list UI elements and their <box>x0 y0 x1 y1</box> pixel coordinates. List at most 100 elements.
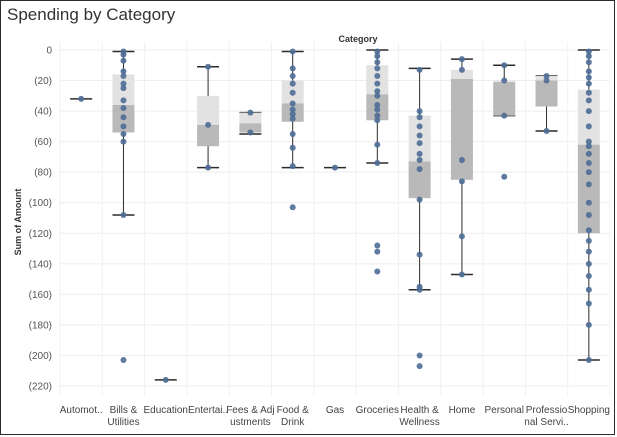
data-point <box>120 57 127 64</box>
box-upper <box>408 115 431 162</box>
y-tick-label: (60) <box>34 137 52 148</box>
data-point <box>543 72 550 79</box>
data-point <box>289 111 296 118</box>
y-tick-label: (200) <box>29 351 52 362</box>
data-point <box>78 95 85 102</box>
data-point <box>120 114 127 121</box>
y-axis-label: Sum of Amount <box>13 189 23 256</box>
category-label: Food & <box>277 405 310 416</box>
data-point <box>120 138 127 145</box>
data-point <box>585 321 592 328</box>
data-point <box>501 77 508 84</box>
box-upper <box>577 89 600 145</box>
data-point <box>120 357 127 364</box>
data-point <box>374 160 381 167</box>
data-point <box>374 248 381 255</box>
data-point <box>585 160 592 167</box>
y-tick-label: (40) <box>34 107 52 118</box>
data-point <box>585 89 592 96</box>
category-label: Health & <box>400 405 439 416</box>
data-point <box>585 138 592 145</box>
data-point <box>374 53 381 60</box>
data-point <box>374 65 381 72</box>
data-point <box>374 141 381 148</box>
data-point <box>585 150 592 157</box>
data-point <box>458 56 465 63</box>
data-point <box>120 97 127 104</box>
data-point <box>289 65 296 72</box>
data-point <box>585 108 592 115</box>
gridlines <box>59 42 611 396</box>
box-lower <box>535 80 558 107</box>
box-lower <box>239 123 262 133</box>
category-label: Education <box>144 405 188 416</box>
data-point <box>374 48 381 55</box>
data-point <box>585 169 592 176</box>
category-label: Wellness <box>399 417 439 428</box>
data-point <box>374 72 381 79</box>
data-point <box>585 199 592 206</box>
data-point <box>374 88 381 95</box>
data-point <box>205 164 212 171</box>
box-lower <box>408 161 431 199</box>
data-point <box>416 166 423 173</box>
data-point <box>585 59 592 66</box>
data-point <box>416 156 423 163</box>
data-point <box>585 227 592 234</box>
category-label: Groceries <box>356 405 399 416</box>
y-tick-label: (20) <box>34 76 52 87</box>
box-upper <box>197 95 220 125</box>
data-point <box>289 131 296 137</box>
data-point <box>374 101 381 108</box>
data-point <box>162 376 169 383</box>
data-point <box>289 89 296 96</box>
category-label: Entertai.. <box>188 405 228 416</box>
data-point <box>416 196 423 203</box>
x-axis-label: Category <box>338 34 377 44</box>
data-point <box>585 357 592 364</box>
category-label: nal Servi.. <box>524 417 568 428</box>
box-upper <box>239 112 262 124</box>
y-tick-label: (140) <box>29 259 52 270</box>
data-point <box>585 211 592 218</box>
data-point <box>205 121 212 128</box>
box-lower <box>450 79 473 180</box>
data-point <box>120 68 127 75</box>
data-point <box>501 112 508 119</box>
data-point <box>585 74 592 81</box>
data-point <box>543 127 550 134</box>
data-point <box>247 129 254 136</box>
y-axis-ticks: 0 (20) (40) (60) (80) (100) (120) (140) (160) (18… <box>29 46 53 393</box>
category-label: Bills & <box>110 405 138 416</box>
data-point <box>416 352 423 359</box>
data-point <box>120 80 127 87</box>
data-point <box>289 48 296 55</box>
data-points <box>78 48 592 383</box>
category-label: Home <box>449 405 476 416</box>
category-label: Shopping <box>568 405 610 416</box>
data-point <box>289 72 296 79</box>
data-point <box>416 108 423 115</box>
data-point <box>585 286 592 293</box>
data-point <box>374 268 381 275</box>
data-point <box>543 77 550 84</box>
chart-title: Spending by Category <box>7 5 176 24</box>
data-point <box>416 363 423 370</box>
data-point <box>585 53 592 60</box>
data-point <box>374 92 381 99</box>
data-point <box>585 48 592 55</box>
data-point <box>585 300 592 307</box>
data-point <box>585 123 592 130</box>
box-lower <box>197 124 220 147</box>
data-point <box>332 164 338 171</box>
data-point <box>458 156 465 163</box>
y-tick-label: (220) <box>29 382 52 393</box>
data-point <box>120 123 127 130</box>
data-point <box>585 68 592 75</box>
data-point <box>458 66 465 73</box>
data-point <box>416 286 423 293</box>
data-point <box>585 80 592 87</box>
category-labels: Automot.. Bills &Utilities Education Entert… <box>60 405 610 428</box>
data-point <box>120 105 127 112</box>
data-point <box>289 106 296 113</box>
